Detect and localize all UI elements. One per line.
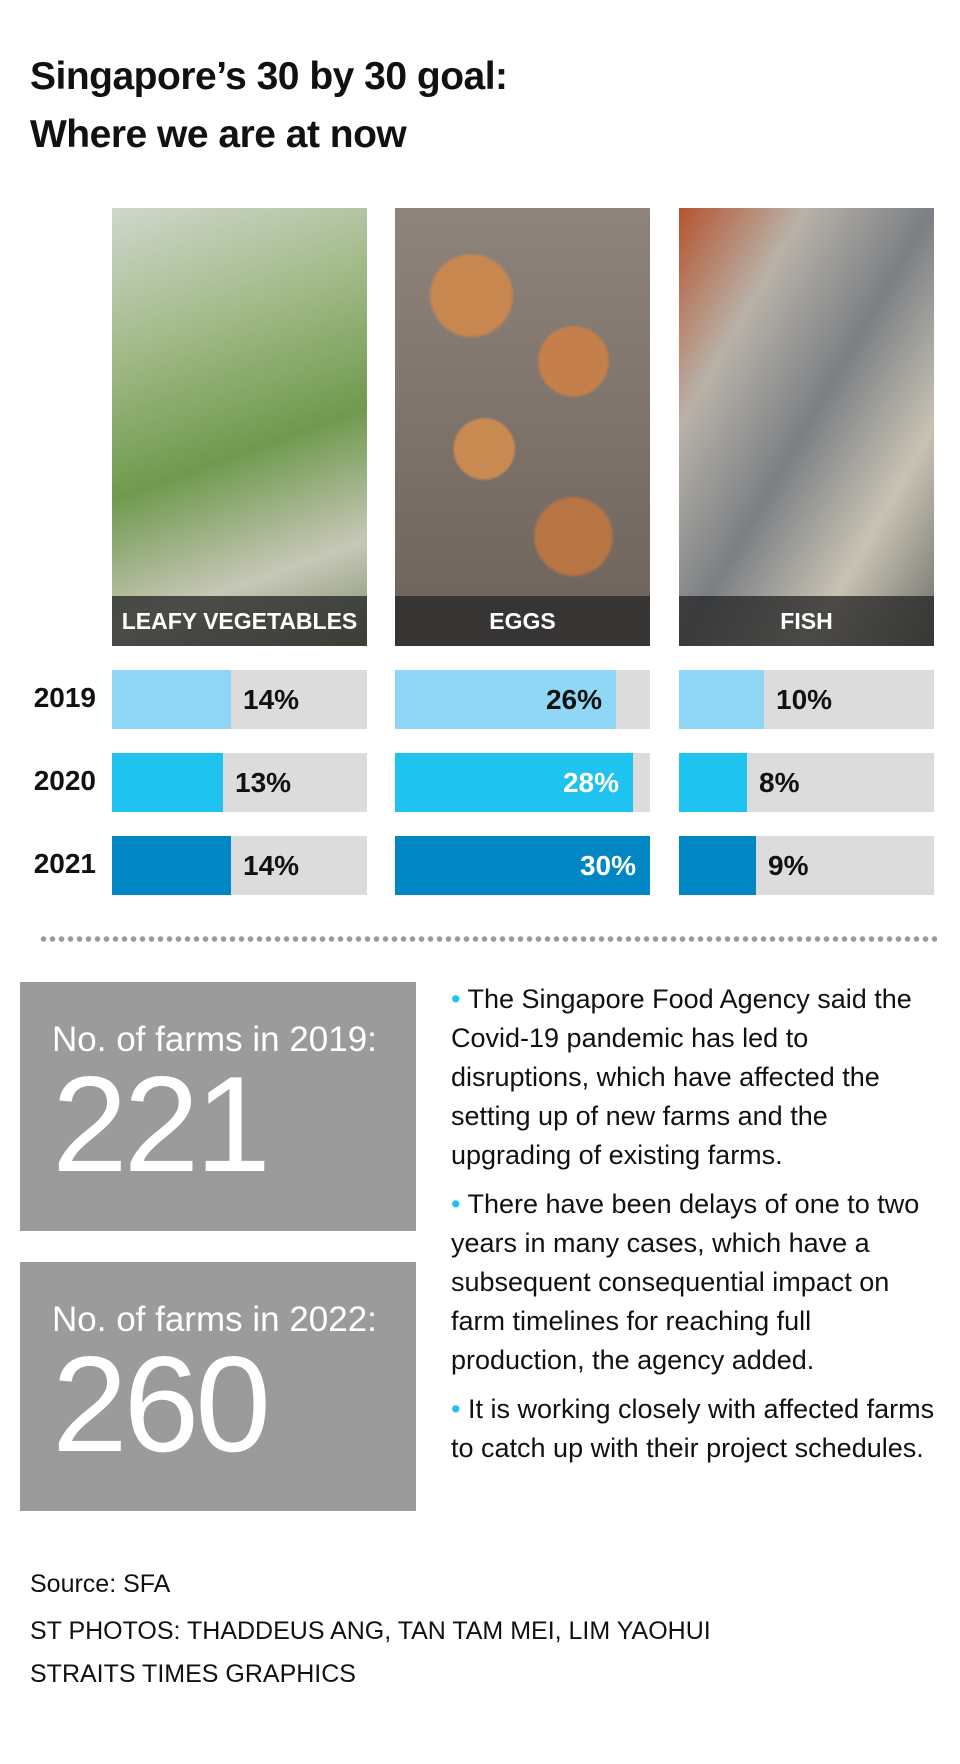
photo-eggs: EGGS [395,208,650,646]
bar-fill [679,670,764,729]
bar-fill [112,670,231,729]
farms-count: 260 [52,1328,271,1480]
bar-fill [112,753,223,812]
data-label: 14% [243,683,300,715]
bullet-icon: • [451,1189,461,1219]
bar-track: 14% [112,670,367,729]
farms-2022-box: No. of farms in 2022: 260 [20,1262,416,1511]
data-label: 26% [545,683,602,715]
data-label: 14% [243,849,300,881]
bar-track: 30% [395,836,650,895]
note-text: It is working closely with affected farm… [451,1394,935,1463]
farms-label: No. of farms in 2022: [52,1300,377,1339]
category-label: EGGS [395,596,650,646]
note-text: The Singapore Food Agency said the Covid… [451,984,912,1170]
note-item: • It is working closely with affected fa… [451,1390,941,1468]
bar-fill [679,836,756,895]
bar-fill [395,836,650,895]
category-label: FISH [679,596,934,646]
photo-leafy-vegetables: LEAFY VEGETABLES [112,208,367,646]
bar-fill [112,836,231,895]
notes: • The Singapore Food Agency said the Cov… [451,980,941,1478]
bar-track: 14% [112,836,367,895]
bar-track: 9% [679,836,934,895]
note-item: • There have been delays of one to two y… [451,1185,941,1380]
title-line-2: Where we are at now [30,113,407,156]
source-credit: Source: SFA [30,1570,171,1598]
bar-track: 10% [679,670,934,729]
data-label: 28% [562,766,619,798]
data-label: 8% [759,766,800,798]
farms-count: 221 [52,1048,271,1200]
data-label: 9% [768,849,809,881]
data-label: 13% [235,766,292,798]
bar-track: 26% [395,670,650,729]
bullet-icon: • [451,984,461,1014]
bullet-icon: • [451,1394,461,1424]
photo-fish: FISH [679,208,934,646]
photo-credit: ST PHOTOS: THADDEUS ANG, TAN TAM MEI, LI… [30,1617,711,1645]
bar-track: 8% [679,753,934,812]
year-label: 2019 [33,682,96,713]
bar-fill [679,753,747,812]
dotted-divider [39,936,937,942]
bar-track: 28% [395,753,650,812]
data-label: 10% [776,683,833,715]
farms-2019-box: No. of farms in 2019: 221 [20,982,416,1231]
bar-track: 13% [112,753,367,812]
note-text: There have been delays of one to two yea… [451,1189,920,1375]
farms-label: No. of farms in 2019: [52,1020,377,1059]
page-title: Singapore’s 30 by 30 goal: Where we are … [30,48,508,164]
data-label: 30% [579,849,636,881]
year-label: 2020 [33,765,96,796]
note-item: • The Singapore Food Agency said the Cov… [451,980,941,1175]
title-line-1: Singapore’s 30 by 30 goal: [30,55,508,98]
year-label: 2021 [33,848,96,879]
bar-fill [395,670,616,729]
graphics-credit: STRAITS TIMES GRAPHICS [30,1660,356,1688]
category-label: LEAFY VEGETABLES [112,596,367,646]
bar-fill [395,753,633,812]
